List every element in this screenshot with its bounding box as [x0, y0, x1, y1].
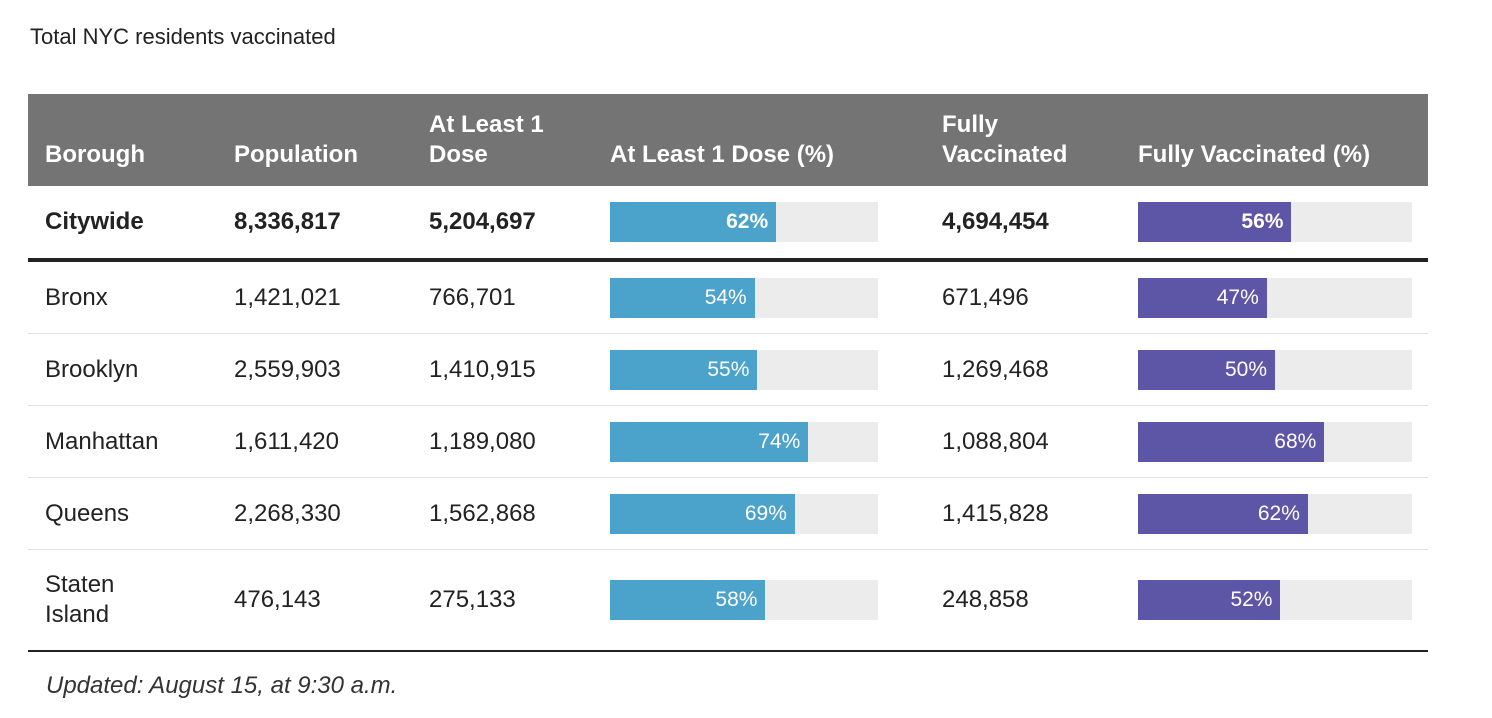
fully-vaccinated-value: 248,858	[942, 586, 1029, 613]
full-pct-track: 52%	[1138, 580, 1412, 620]
dose1-pct-bar: 58%	[610, 580, 766, 620]
full-pct-bar: 68%	[1138, 421, 1325, 462]
population-value: 8,336,817	[234, 208, 341, 235]
full-pct-label: 56%	[1241, 210, 1284, 233]
borough-name: Manhattan	[45, 427, 159, 455]
vaccination-table: Borough Population At Least 1 Dose At Le…	[28, 94, 1428, 652]
dose1-pct-label: 74%	[758, 429, 801, 453]
fully-vaccinated-value: 4,694,454	[942, 208, 1049, 235]
full-pct-label: 68%	[1274, 429, 1317, 453]
dose1-pct-track: 55%	[610, 349, 878, 390]
dose1-pct-label: 62%	[726, 210, 769, 233]
fully-vaccinated-value: 1,088,804	[942, 427, 1049, 455]
full-pct-track: 56%	[1138, 202, 1412, 242]
fully-vaccinated-value: 1,415,828	[942, 499, 1049, 527]
dose1-value: 275,133	[429, 586, 516, 613]
updated-note: Updated: August 15, at 9:30 a.m.	[46, 672, 398, 699]
dose1-pct-label: 55%	[707, 357, 750, 381]
full-pct-track: 68%	[1138, 421, 1412, 462]
table-row: Bronx 1,421,021 766,701 671,496 54% 47%	[28, 262, 1428, 334]
fully-vaccinated-value: 1,269,468	[942, 355, 1049, 383]
dose1-value: 5,204,697	[429, 208, 536, 235]
full-pct-bar: 56%	[1138, 202, 1292, 242]
full-pct-track: 50%	[1138, 349, 1412, 390]
header-dose1: At Least 1 Dose	[429, 111, 544, 168]
full-pct-label: 50%	[1224, 357, 1267, 381]
dose1-pct-track: 54%	[610, 277, 878, 318]
header-borough: Borough	[45, 141, 145, 168]
full-pct-bar: 50%	[1138, 349, 1275, 390]
population-value: 1,421,021	[234, 283, 341, 311]
full-pct-bar: 47%	[1138, 277, 1267, 318]
full-pct-bar: 62%	[1138, 493, 1308, 534]
dose1-value: 766,701	[429, 283, 516, 311]
dose1-pct-label: 58%	[715, 588, 758, 611]
fully-vaccinated-value: 671,496	[942, 283, 1029, 311]
full-pct-bar: 52%	[1138, 580, 1281, 620]
full-pct-track: 62%	[1138, 493, 1412, 534]
header-full-pct: Fully Vaccinated (%)	[1138, 141, 1371, 168]
population-value: 2,268,330	[234, 499, 341, 527]
dose1-pct-bar: 54%	[610, 277, 755, 318]
citywide-row: Citywide 8,336,817 5,204,697 4,694,454 62% 56…	[28, 186, 1428, 262]
dose1-pct-bar: 69%	[610, 493, 795, 534]
dose1-pct-label: 54%	[704, 285, 747, 309]
borough-name: Queens	[45, 499, 130, 527]
dose1-pct-bar: 55%	[610, 349, 758, 390]
full-pct-track: 47%	[1138, 277, 1412, 318]
dose1-value: 1,189,080	[429, 427, 536, 455]
full-pct-label: 62%	[1257, 501, 1300, 525]
table-header: Borough Population At Least 1 Dose At Le…	[28, 94, 1428, 186]
full-pct-label: 47%	[1216, 285, 1259, 309]
borough-name: Staten Island	[45, 571, 115, 628]
dose1-pct-bar: 74%	[610, 421, 809, 462]
dose1-pct-label: 69%	[744, 501, 787, 525]
borough-name: Brooklyn	[45, 355, 139, 383]
table-body: Citywide 8,336,817 5,204,697 4,694,454 62% 56…	[28, 186, 1428, 652]
population-value: 2,559,903	[234, 355, 341, 383]
table-row: Staten Island 476,143 275,133 248,858 58% 52%	[28, 550, 1428, 652]
dose1-pct-bar: 62%	[610, 202, 777, 242]
population-value: 476,143	[234, 586, 321, 613]
header-full: Fully Vaccinated	[942, 111, 1068, 168]
dose1-value: 1,562,868	[429, 499, 536, 527]
table-row: Brooklyn 2,559,903 1,410,915 1,269,468 55% 50…	[28, 334, 1428, 406]
table-row: Queens 2,268,330 1,562,868 1,415,828 69% 62%	[28, 478, 1428, 550]
borough-name: Citywide	[45, 208, 144, 235]
population-value: 1,611,420	[234, 427, 339, 455]
dose1-pct-track: 69%	[610, 493, 878, 534]
header-population: Population	[234, 141, 358, 168]
dose1-pct-track: 74%	[610, 421, 878, 462]
borough-name: Bronx	[45, 283, 108, 311]
dose1-pct-track: 58%	[610, 580, 878, 620]
dose1-value: 1,410,915	[429, 355, 536, 383]
table-row: Manhattan 1,611,420 1,189,080 1,088,804 74% 6…	[28, 406, 1428, 478]
full-pct-label: 52%	[1230, 588, 1273, 611]
header-dose1-pct: At Least 1 Dose (%)	[610, 141, 835, 168]
dose1-pct-track: 62%	[610, 202, 878, 242]
chart-title: Total NYC residents vaccinated	[30, 24, 336, 49]
